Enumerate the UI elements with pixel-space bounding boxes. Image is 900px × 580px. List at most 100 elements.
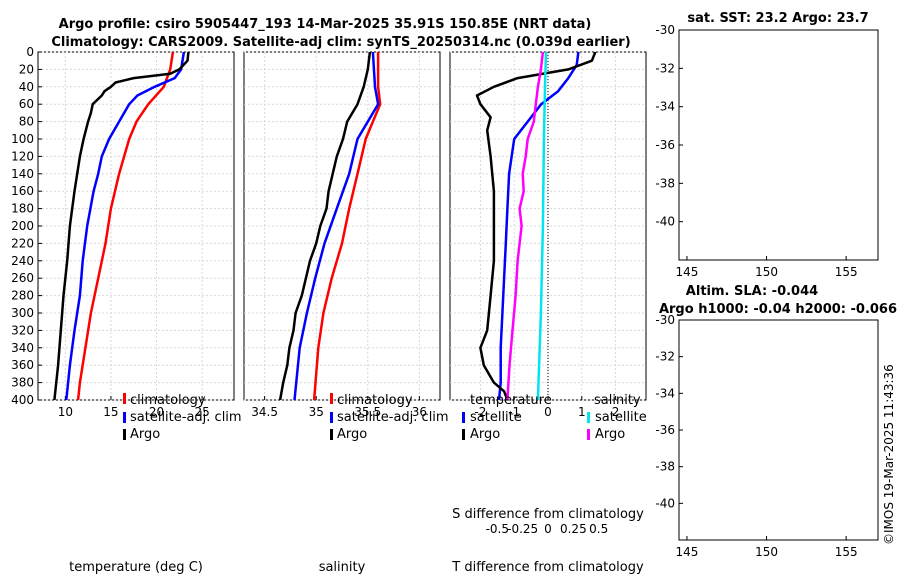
depth-tick-label: 200 (11, 219, 34, 233)
map-y-tick-label: -38 (655, 176, 675, 190)
depth-tick-label: 40 (19, 80, 34, 94)
depth-tick-label: 280 (11, 289, 34, 303)
legend-swatch-satellite (330, 412, 333, 423)
temperature-legend-climatology: climatology (130, 393, 206, 408)
depth-tick-label: 340 (11, 341, 34, 355)
depth-tick-label: 20 (19, 62, 34, 76)
temperature-lines (53, 52, 190, 400)
map-x-tick-label: 155 (835, 545, 858, 559)
map-y-tick-label: -36 (655, 138, 675, 152)
series-line-temperature-argo (475, 52, 597, 400)
x-tick-label: 2 (612, 405, 620, 419)
legend-swatch-s-satellite (587, 412, 590, 423)
depth-tick-label: 260 (11, 271, 34, 285)
legend-swatch-climatology (330, 393, 333, 404)
depth-tick-label: 60 (19, 97, 34, 111)
depth-tick-label: 180 (11, 202, 34, 216)
s-diff-tick-label: -0.5 (486, 522, 509, 536)
temperature-legend-argo: Argo (130, 427, 160, 442)
sla-map-frame (678, 319, 879, 541)
x-tick-label: 35 (309, 405, 324, 419)
sst-map: sat. SST: 23.2 Argo: 23.7 14 (655, 11, 879, 279)
legend-t-satellite: satellite (470, 410, 522, 425)
s-diff-tick-label: 0 (544, 522, 552, 536)
sla-map: Altim. SLA: -0.044 Argo h1000: -0.04 h20… (655, 284, 897, 559)
series-line-temperature-satellite (497, 52, 580, 400)
map-y-tick-label: -32 (655, 61, 675, 75)
s-diff-tick-label: 0.5 (589, 522, 608, 536)
salinity-difference-ticks: -0.5-0.25 0 0.25 0.5 (486, 522, 609, 536)
salinity-xticks: 34.5 35 35.5 36 (251, 396, 427, 419)
depth-tick-label: 0 (26, 45, 34, 59)
legend-s-satellite: satellite (595, 410, 647, 425)
depth-tick-label: 380 (11, 376, 34, 390)
depth-tick-label: 360 (11, 358, 34, 372)
depth-tick-label: 300 (11, 306, 34, 320)
temperature-grid (38, 51, 234, 401)
depth-tick-label: 240 (11, 254, 34, 268)
sst-map-title: sat. SST: 23.2 Argo: 23.7 (687, 11, 868, 26)
depth-tick-label: 120 (11, 149, 34, 163)
x-tick-label: -2 (474, 405, 486, 419)
s-diff-tick-label: -0.25 (507, 522, 538, 536)
legend-swatch-climatology (123, 393, 126, 404)
salinity-lines (278, 52, 382, 400)
map-y-tick-label: -30 (655, 23, 675, 37)
temperature-panel: 10 15 20 25 0 20 40 60 80 100 120 140 160 180 200 220 2… (11, 45, 242, 575)
map-x-tick-label: 145 (676, 545, 699, 559)
legend-swatch-satellite (123, 412, 126, 423)
x-tick-label: 15 (103, 405, 118, 419)
series-line-satellite-adj-clim (293, 52, 380, 400)
map-y-tick-label: -40 (655, 496, 675, 510)
map-x-tick-label: 145 (676, 265, 699, 279)
legend-swatch-s-argo (587, 429, 590, 440)
x-tick-label: 25 (194, 405, 209, 419)
depth-tick-label: 100 (11, 132, 34, 146)
title-line2: Climatology: CARS2009. Satellite-adj cli… (51, 35, 630, 50)
series-line-argo (278, 52, 372, 400)
legend-swatch-argo (330, 429, 333, 440)
depth-tick-label: 140 (11, 167, 34, 181)
series-line-salinity-argo (506, 52, 545, 400)
legend-s-argo: Argo (595, 427, 625, 442)
temperature-xlabel: temperature (deg C) (69, 560, 203, 575)
s-diff-tick-label: 0.25 (560, 522, 587, 536)
sla-map-title1: Altim. SLA: -0.044 (686, 284, 818, 299)
series-line-satellite-adj-clim (65, 52, 186, 400)
depth-tick-label: 160 (11, 184, 34, 198)
map-y-tick-label: -30 (655, 313, 675, 327)
map-y-tick-label: -34 (655, 100, 675, 114)
series-line-argo (53, 52, 190, 400)
t-difference-xlabel: T difference from climatology (451, 560, 644, 575)
x-tick-label: 0 (544, 405, 552, 419)
depth-ticks: 0 20 40 60 80 100 120 140 160 180 200 220 240 260 280 3… (11, 45, 42, 407)
x-tick-label: 20 (149, 405, 164, 419)
sla-map-ticks: 145 150 155 -30 -32 -34 -36 -38 -40 (655, 313, 857, 559)
legend-swatch-t-satellite (462, 412, 465, 423)
depth-tick-label: 80 (19, 115, 34, 129)
title-line1: Argo profile: csiro 5905447_193 14-Mar-2… (59, 17, 592, 32)
map-x-tick-label: 155 (835, 265, 858, 279)
depth-tick-label: 400 (11, 393, 34, 407)
temperature-legend-satellite: satellite-adj. clim (130, 410, 242, 425)
sst-map-ticks: 145 150 155 -30 -32 -34 -36 -38 -40 (655, 23, 857, 279)
map-y-tick-label: -32 (655, 350, 675, 364)
salinity-xlabel: salinity (319, 560, 366, 575)
x-tick-label: 10 (58, 405, 73, 419)
legend-t-argo: Argo (470, 427, 500, 442)
x-tick-label: 35.5 (354, 405, 381, 419)
salinity-legend-satellite: satellite-adj. clim (337, 410, 449, 425)
x-tick-label: -1 (508, 405, 520, 419)
map-y-tick-label: -34 (655, 386, 675, 400)
difference-grid (450, 51, 646, 401)
map-x-tick-label: 150 (755, 265, 778, 279)
series-line-climatology (76, 52, 175, 400)
x-tick-label: 34.5 (251, 405, 278, 419)
legend-swatch-t-argo (462, 429, 465, 440)
series-line-salinity-satellite (536, 52, 548, 400)
salinity-legend-climatology: climatology (337, 393, 413, 408)
map-y-tick-label: -36 (655, 423, 675, 437)
salinity-panel: 34.5 35 35.5 36 salinity climatology satell… (243, 51, 449, 575)
map-x-tick-label: 150 (755, 545, 778, 559)
difference-panel: -2 -1 0 1 2 T difference from climatology S … (449, 51, 647, 575)
